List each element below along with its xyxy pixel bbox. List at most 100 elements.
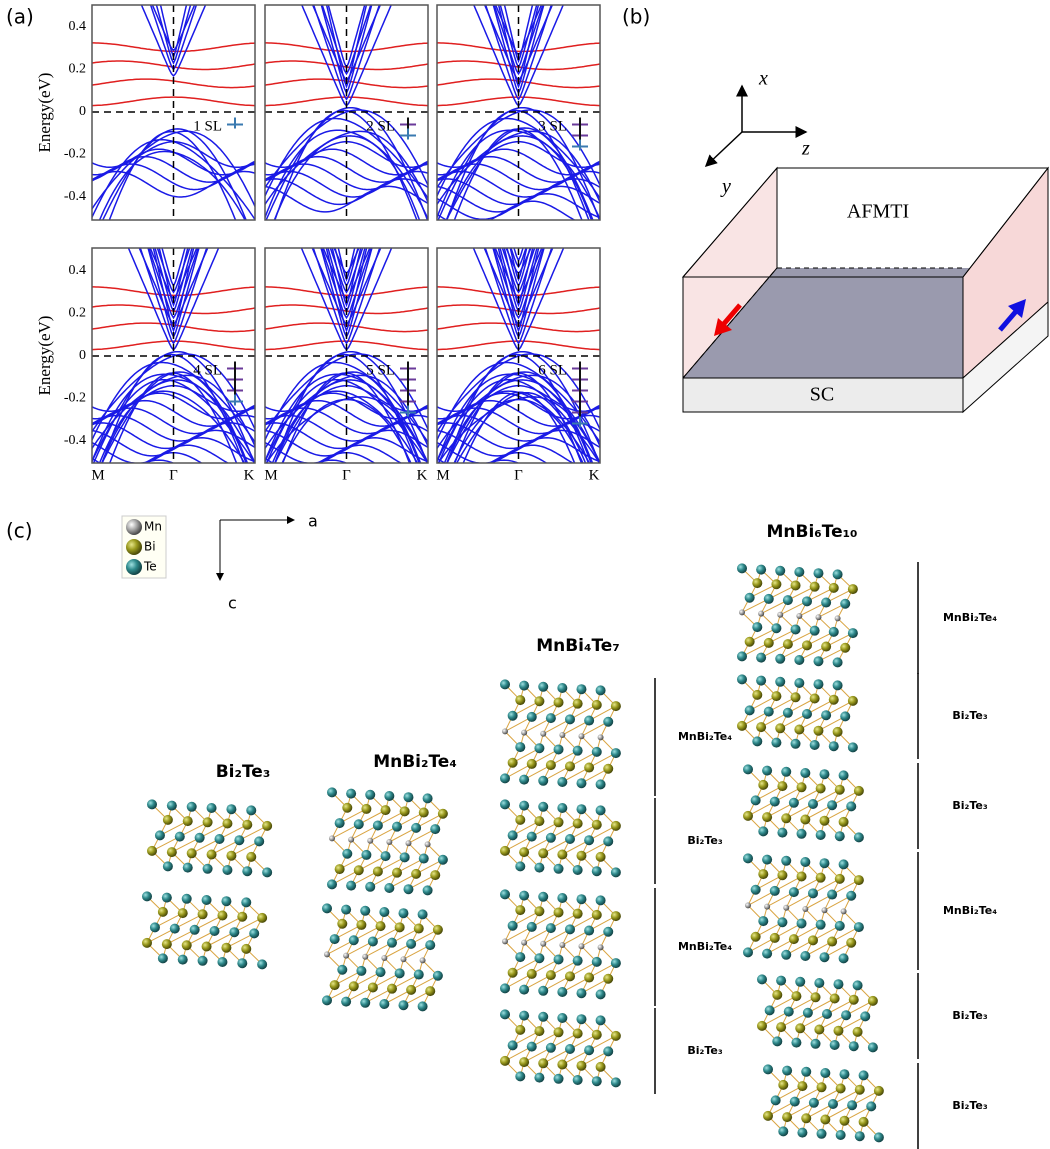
atom: [226, 850, 237, 861]
valence-band: [92, 373, 255, 463]
atom: [372, 820, 383, 831]
atom: [254, 836, 265, 847]
atom: [177, 908, 188, 919]
atom: [821, 907, 828, 914]
atom: [739, 609, 745, 616]
atom: [796, 613, 803, 619]
subplot-label: 6 SL: [538, 362, 567, 378]
atom: [221, 896, 232, 907]
band-structures: Energy(eV) 0.4 0.2 0 -0.2 -0.4 1 SL M Γ K 2 SL M Γ K 3…: [35, 4, 601, 516]
valence-band: [265, 374, 428, 449]
atom: [813, 656, 824, 667]
atom: [743, 764, 753, 775]
atom: [595, 851, 606, 862]
atom: [828, 582, 839, 593]
bond: [562, 930, 590, 946]
bond: [391, 974, 419, 990]
atom: [828, 1099, 838, 1109]
atom: [819, 952, 830, 963]
atom: [809, 740, 820, 750]
atom: [873, 1085, 884, 1096]
atom: [821, 597, 832, 608]
atom: [815, 614, 822, 621]
atom: [584, 925, 595, 936]
valence-band: [437, 200, 576, 220]
atom: [348, 836, 355, 843]
atom: [816, 1128, 827, 1139]
bond: [350, 825, 379, 841]
atom: [610, 1030, 621, 1041]
atom: [591, 819, 602, 830]
bond: [408, 874, 436, 890]
atom: [832, 569, 843, 580]
atom: [557, 849, 568, 860]
atom: [802, 1007, 813, 1018]
bond: [331, 869, 359, 885]
atom: [782, 1112, 793, 1123]
k-label: M: [436, 467, 449, 483]
atom: [794, 655, 805, 665]
atom: [392, 821, 402, 832]
conduction-band: [484, 5, 553, 101]
valence-band: [92, 444, 230, 463]
atom: [810, 1038, 821, 1049]
atom: [584, 972, 595, 983]
bond: [523, 1047, 552, 1063]
atom: [853, 922, 864, 933]
atom: [572, 745, 583, 756]
atom: [324, 951, 330, 958]
atom: [519, 1057, 530, 1068]
atom: [500, 1009, 510, 1020]
atom: [353, 865, 364, 876]
conduction-band: [312, 5, 381, 101]
conduction-band: [484, 248, 553, 345]
atom: [576, 1014, 587, 1025]
atom: [591, 956, 602, 967]
atom: [341, 996, 352, 1007]
atom: [595, 1015, 606, 1026]
bond: [234, 917, 263, 933]
atom: [782, 707, 793, 718]
atom: [553, 697, 564, 708]
atom: [572, 1075, 583, 1085]
atom: [526, 758, 537, 769]
bond: [766, 802, 795, 818]
k-label: M: [91, 467, 104, 483]
bond: [389, 873, 417, 889]
atom: [545, 832, 556, 843]
bond: [581, 768, 609, 784]
atom: [545, 970, 556, 981]
atom: [186, 848, 197, 859]
atom: [809, 693, 820, 704]
atom: [867, 995, 878, 1006]
atom: [795, 1023, 806, 1034]
atom: [534, 862, 545, 873]
atom: [343, 952, 350, 959]
axis-label: x: [758, 68, 768, 90]
atom: [595, 1061, 606, 1072]
bond: [504, 836, 533, 852]
atom: [206, 849, 217, 860]
bond: [818, 715, 846, 732]
atom: [500, 799, 510, 810]
atom: [257, 912, 268, 923]
atom: [242, 819, 253, 830]
atom: [758, 610, 765, 617]
conduction-band: [321, 248, 372, 320]
atom: [201, 895, 212, 905]
atom: [603, 1046, 614, 1057]
atom: [405, 840, 412, 847]
atom: [576, 804, 587, 815]
atom: [380, 805, 391, 816]
valence-band: [437, 490, 600, 516]
atom: [846, 937, 857, 948]
atom: [873, 1132, 884, 1143]
atom: [246, 805, 257, 816]
atom: [384, 883, 395, 893]
bond: [805, 1103, 834, 1119]
atom: [788, 934, 799, 945]
legend: Mn Bi Te: [121, 515, 167, 579]
atom: [572, 818, 583, 829]
bond: [191, 838, 220, 854]
bond: [588, 962, 617, 978]
